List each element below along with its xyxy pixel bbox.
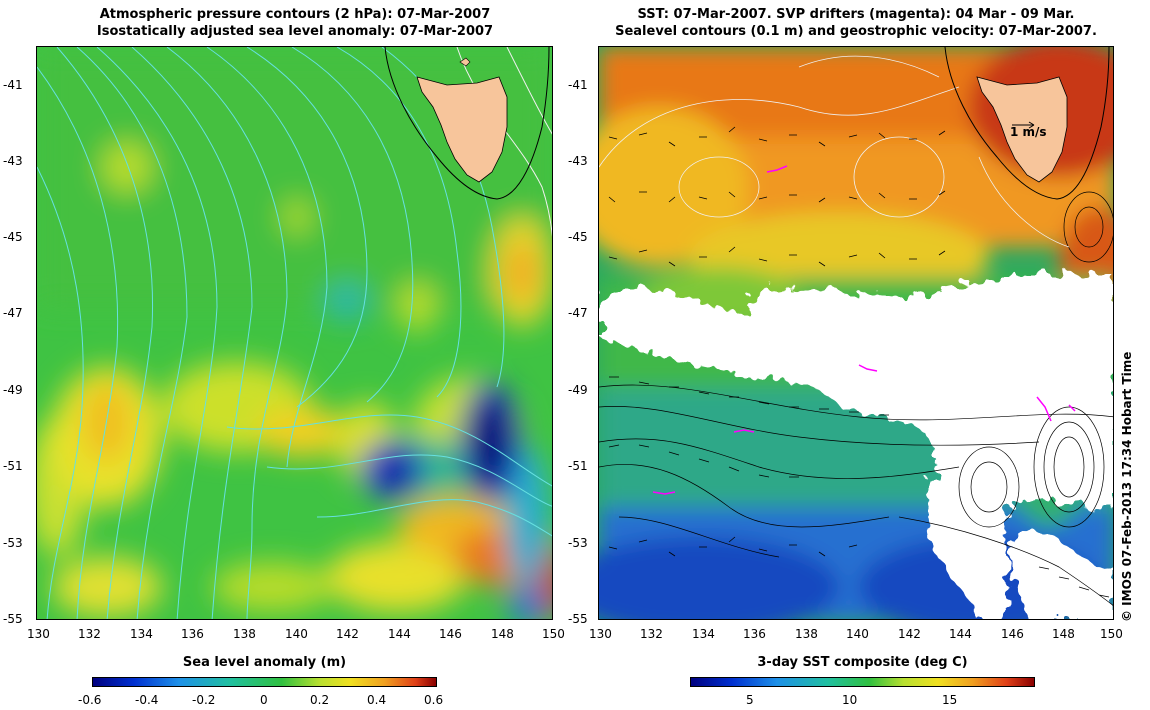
lon-tick: 150 [542,627,565,641]
lon-tick: 148 [491,627,514,641]
sla-tick: -0.6 [78,693,102,707]
right-panel-title-2: Sealevel contours (0.1 m) and geostrophi… [615,24,1097,39]
lat-tick: -47 [568,306,588,320]
lat-tick: -43 [568,154,588,168]
lat-tick: -45 [568,230,588,244]
lon-tick: 144 [949,627,972,641]
lon-tick: 130 [27,627,50,641]
sealevel-contours [599,191,1113,606]
lon-tick: 134 [130,627,153,641]
sla-colorbar [92,677,437,687]
sla-tick: 0.4 [367,693,387,707]
lon-tick: 132 [78,627,101,641]
right-panel-title-1: SST: 07-Mar-2007. SVP drifters (magenta)… [637,7,1075,22]
left-panel-title-1: Atmospheric pressure contours (2 hPa): 0… [99,7,491,22]
lon-tick: 134 [692,627,715,641]
sst-tick: 5 [746,693,754,707]
lon-tick: 138 [795,627,818,641]
lon-tick: 138 [233,627,256,641]
lon-tick: 140 [846,627,869,641]
sla-tick: 0.6 [424,693,444,707]
lat-tick: -49 [3,383,23,397]
sea-level-anomaly-map [36,46,553,620]
sla-tick: 0.2 [310,693,330,707]
lon-tick: 146 [439,627,462,641]
white-sealevel-contours [599,55,1070,248]
lon-tick: 150 [1100,627,1123,641]
tasmania-land-sst [944,47,1110,200]
sst-colorbar [690,677,1035,687]
lat-tick: -53 [568,536,588,550]
lon-tick: 142 [336,627,359,641]
lat-tick: -53 [3,536,23,550]
sla-colorbar-label: Sea level anomaly (m) [182,655,347,670]
sla-tick: 0 [260,693,268,707]
lon-tick: 144 [388,627,411,641]
lat-tick: -41 [3,78,23,92]
lon-tick: 148 [1052,627,1075,641]
velocity-arrows [608,126,1110,598]
lon-tick: 146 [1001,627,1024,641]
lon-tick: 142 [898,627,921,641]
sst-tick: 15 [942,693,958,707]
lat-tick: -51 [568,459,588,473]
lat-tick: -41 [568,78,588,92]
sst-colorbar-label: 3-day SST composite (deg C) [757,655,968,670]
cloud-mask [599,274,1113,619]
left-panel-title-2: Isostatically adjusted sea level anomaly… [96,24,494,39]
lat-tick: -55 [568,612,588,626]
lon-tick: 140 [285,627,308,641]
sst-tick: 10 [842,693,858,707]
svp-drifter-tracks [652,165,1076,495]
lon-tick: 136 [181,627,204,641]
lat-tick: -47 [3,306,23,320]
lon-tick: 130 [589,627,612,641]
pressure-contours [37,47,552,619]
lat-tick: -55 [3,612,23,626]
sla-tick: -0.2 [192,693,216,707]
lon-tick: 136 [743,627,766,641]
lat-tick: -51 [3,459,23,473]
lat-tick: -49 [568,383,588,397]
lat-tick: -43 [3,154,23,168]
velocity-scale-arrow [1012,121,1035,129]
sla-tick: -0.4 [135,693,159,707]
lon-tick: 132 [640,627,663,641]
imos-credit: © IMOS 07-Feb-2013 17:34 Hobart Time [1120,351,1134,622]
velocity-scale-label: 1 m/s [1010,125,1047,139]
sst-map [598,46,1114,620]
tasmania-land [384,47,550,200]
lat-tick: -45 [3,230,23,244]
